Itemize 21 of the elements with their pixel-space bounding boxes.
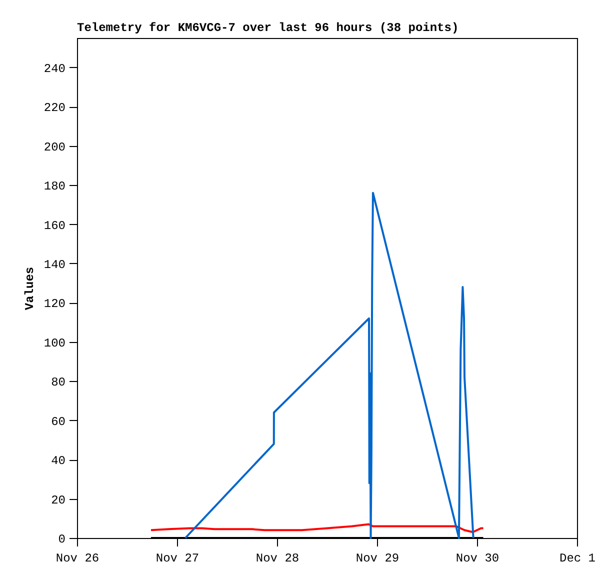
- y-tick-label: 200: [44, 140, 66, 154]
- y-tick-label: 40: [51, 454, 66, 468]
- y-tick-label: 160: [44, 218, 66, 233]
- x-tick-label: Nov 27: [156, 552, 200, 566]
- y-tick-label: 100: [44, 336, 66, 350]
- y-tick-label: 120: [44, 297, 66, 312]
- y-tick-label: 240: [44, 62, 66, 76]
- chart-title: Telemetry for KM6VCG-7 over last 96 hours (38 points): [77, 21, 459, 35]
- y-axis-title: Values: [22, 266, 37, 310]
- y-tick-label: 0: [58, 532, 66, 546]
- y-tick-label: 220: [44, 101, 66, 116]
- x-tick-label: Nov 26: [56, 552, 100, 566]
- y-tick-label: 80: [51, 376, 66, 390]
- x-tick-label: Nov 29: [356, 552, 400, 566]
- x-tick-label: Nov 28: [256, 552, 300, 566]
- y-tick-label: 60: [51, 414, 66, 429]
- y-tick-label: 20: [51, 493, 66, 508]
- y-tick-label: 140: [44, 258, 66, 272]
- y-tick-label: 180: [44, 180, 66, 194]
- x-tick-label: Nov 30: [456, 552, 500, 566]
- x-tick-label: Dec 1: [559, 552, 596, 566]
